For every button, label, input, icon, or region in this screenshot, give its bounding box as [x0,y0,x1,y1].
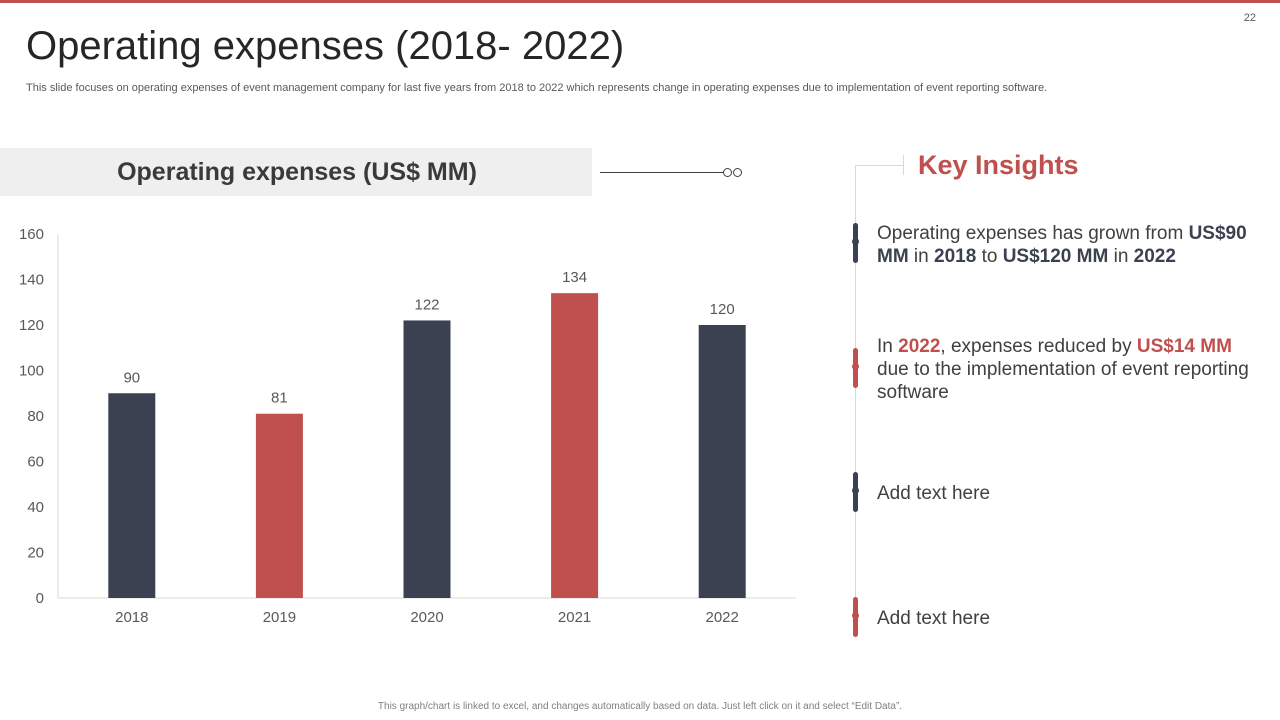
data-label-2021: 134 [562,269,587,286]
x-tick-label-2020: 2020 [410,609,443,626]
insight-text-4[interactable]: Add text here [877,608,991,629]
insights-title: Key Insights [918,150,1079,180]
chart-labels: 0 20 40 60 80 100 120 140 160 90 2018 81 2019 122 2020… [19,226,739,626]
y-tick-label: 20 [27,545,44,562]
data-label-2022: 120 [710,301,735,318]
insight-text-3[interactable]: Add text here [877,483,991,504]
insight-marker-4 [852,597,859,637]
y-tick-label: 40 [27,499,44,516]
insights-hook-tick [903,155,904,175]
chart-bars [108,293,746,598]
bar-2022 [698,325,746,598]
insight-marker-2 [852,348,859,388]
insight-marker-3 [852,472,859,512]
insight-text-1: Operating expenses has grown from US$90 … [877,223,1247,267]
chart-header: Operating expenses (US$ MM) [0,148,592,196]
y-tick-label: 140 [19,272,44,289]
y-tick-label: 160 [19,226,44,243]
y-tick-label: 80 [27,408,44,425]
x-tick-label-2019: 2019 [263,609,296,626]
data-label-2018: 90 [123,369,140,386]
slide-subtitle: This slide focuses on operating expenses… [26,82,1048,94]
data-label-2019: 81 [271,390,288,407]
page-number: 22 [1243,12,1256,24]
top-accent-bar [0,0,1280,3]
connector-ring-2 [733,168,742,177]
bar-chart[interactable]: 0 20 40 60 80 100 120 140 160 90 2018 81 2019 122 2020… [0,215,820,635]
data-label-2020: 122 [414,296,439,313]
connector-ring-1 [723,168,732,177]
bar-2021 [551,293,599,598]
bar-2018 [108,393,156,598]
insight-marker-1 [852,223,859,263]
y-tick-label: 120 [19,317,44,334]
connector-line [600,172,724,173]
insights-hook-line [855,165,903,166]
y-tick-label: 60 [27,454,44,471]
x-tick-label-2018: 2018 [115,609,148,626]
x-tick-label-2021: 2021 [558,609,591,626]
bar-2019 [255,413,303,598]
x-tick-label-2022: 2022 [706,609,739,626]
insight-text-2: In 2022, expenses reduced by US$14 MM du… [877,336,1249,403]
footnote: This graph/chart is linked to excel, and… [377,701,903,712]
chart-header-label: Operating expenses (US$ MM) [117,157,477,186]
slide-title: Operating expenses (2018- 2022) [26,24,625,68]
bar-2020 [403,320,451,598]
insights-timeline-line [855,166,856,626]
y-tick-label: 100 [19,363,44,380]
y-tick-label: 0 [36,590,44,607]
